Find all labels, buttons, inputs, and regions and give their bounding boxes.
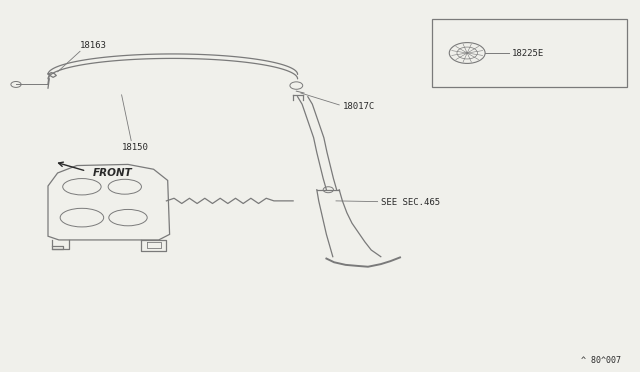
Text: 18225E: 18225E <box>512 48 544 58</box>
Text: FRONT: FRONT <box>93 168 132 178</box>
Text: 18017C: 18017C <box>342 102 374 110</box>
Text: 18150: 18150 <box>122 143 148 152</box>
Text: ^ 80^007: ^ 80^007 <box>581 356 621 365</box>
Text: SEE SEC.465: SEE SEC.465 <box>381 198 440 207</box>
Text: 18163: 18163 <box>80 41 107 50</box>
Bar <box>432 19 627 87</box>
